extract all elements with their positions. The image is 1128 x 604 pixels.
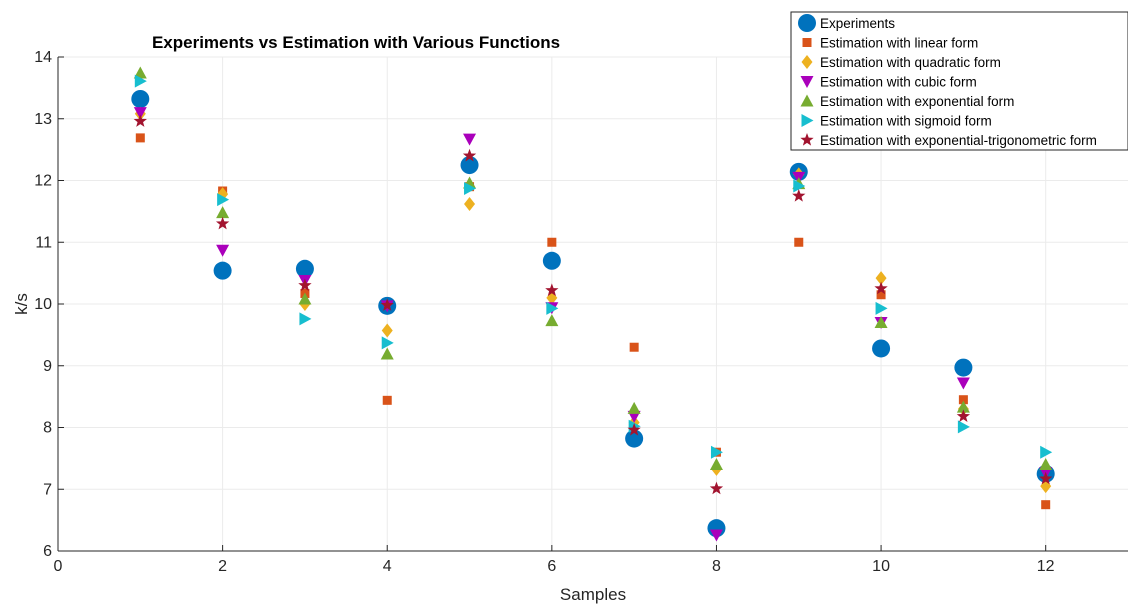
x-tick-label: 8 (712, 558, 721, 575)
data-point (954, 358, 973, 377)
legend: Experiments Estimation with linear form Es… (790, 11, 1128, 151)
data-point (298, 292, 312, 305)
data-point (381, 336, 394, 350)
data-point (794, 237, 804, 247)
y-tick-label: 14 (34, 49, 52, 66)
legend-marker (801, 55, 813, 69)
data-point (135, 133, 145, 143)
data-point (957, 420, 970, 434)
data-point (380, 347, 394, 360)
legend-marker (800, 76, 814, 88)
y-tick-label: 7 (43, 481, 52, 498)
y-axis-label: k/s (12, 293, 31, 315)
data-point (872, 339, 891, 358)
data-point (627, 401, 641, 414)
data-point (133, 107, 147, 120)
y-tick-label: 11 (35, 234, 52, 251)
data-point (213, 261, 232, 280)
data-point (380, 298, 394, 311)
data-point (956, 377, 970, 390)
data-point (792, 188, 806, 202)
y-tick-label: 10 (34, 296, 52, 313)
data-point (709, 458, 723, 471)
chart-title: Experiments vs Estimation with Various F… (152, 33, 560, 52)
legend-marker (801, 114, 814, 127)
data-point (133, 66, 147, 79)
legend-box (790, 11, 1128, 151)
data-point (627, 410, 641, 423)
legend-marker (800, 94, 814, 107)
data-point (627, 422, 641, 436)
x-tick-label: 12 (1037, 558, 1055, 575)
x-tick-label: 6 (547, 558, 556, 575)
data-point (625, 429, 644, 448)
x-tick-label: 4 (383, 558, 392, 575)
data-point (875, 301, 888, 315)
legend-marker (800, 133, 814, 146)
series-6 (133, 114, 1053, 495)
data-point (547, 237, 557, 247)
x-tick-label: 2 (218, 558, 227, 575)
data-point (1039, 458, 1053, 471)
data-point (299, 312, 312, 326)
y-tick-label: 9 (43, 358, 52, 375)
legend-label: Estimation with exponential-trigonometri… (820, 133, 1097, 148)
data-point (956, 400, 970, 413)
data-point (1039, 471, 1053, 485)
data-point (1041, 500, 1051, 510)
legend-label: Estimation with sigmoid form (820, 114, 992, 129)
y-tick-label: 12 (34, 173, 52, 190)
data-point (464, 182, 477, 196)
data-point (709, 481, 724, 495)
data-point (545, 314, 559, 327)
legend-label: Estimation with exponential form (820, 94, 1014, 109)
data-point (295, 259, 314, 278)
data-point (1040, 445, 1053, 459)
x-tick-label: 10 (872, 558, 890, 575)
data-point (956, 409, 971, 423)
data-point (298, 278, 312, 292)
legend-label: Estimation with quadratic form (820, 55, 1001, 70)
data-point (793, 179, 806, 193)
data-point (460, 156, 479, 175)
data-point (381, 323, 393, 338)
data-point (217, 193, 230, 207)
data-point (875, 271, 887, 286)
data-point (462, 148, 477, 162)
y-tick-label: 6 (43, 543, 52, 560)
data-point (131, 89, 150, 108)
data-point (134, 74, 147, 88)
data-point (710, 445, 723, 459)
data-point (629, 342, 639, 352)
data-points (131, 66, 1055, 542)
legend-label: Estimation with cubic form (820, 75, 977, 90)
data-point (876, 290, 886, 300)
data-point (958, 395, 968, 405)
data-point (133, 114, 147, 127)
x-tick-label: 0 (54, 558, 63, 575)
data-point (215, 216, 230, 230)
axes: 0 2 4 6 8 10 12 6 7 8 9 10 11 12 13 14 (34, 49, 1128, 575)
y-tick-label: 13 (34, 111, 52, 128)
data-point (464, 196, 476, 211)
y-tick-label: 8 (43, 420, 52, 437)
legend-marker (798, 14, 816, 32)
data-point (216, 244, 230, 257)
data-point (542, 251, 561, 270)
data-point (545, 283, 559, 297)
data-point (546, 301, 559, 315)
data-point (874, 281, 888, 295)
x-axis-label: Samples (560, 585, 626, 604)
data-point (382, 395, 392, 405)
legend-marker (802, 38, 812, 47)
data-point (463, 133, 477, 146)
data-point (874, 316, 888, 329)
data-point (709, 529, 723, 542)
legend-label: Experiments (820, 16, 895, 31)
legend-label: Estimation with linear form (820, 36, 978, 51)
data-point (216, 206, 230, 219)
